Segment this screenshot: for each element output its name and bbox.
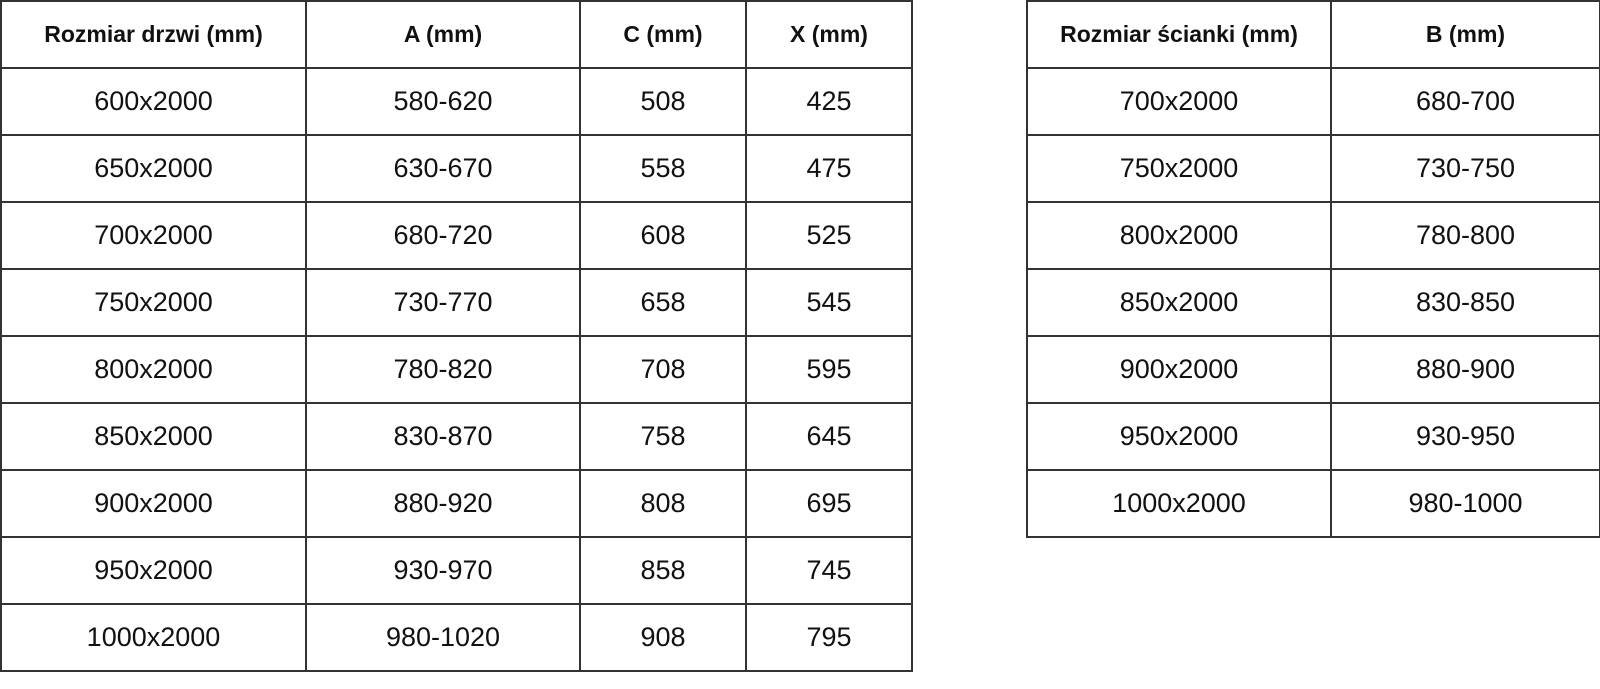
column-header: Rozmiar ścianki (mm) [1026,0,1332,69]
table-cell: 608 [579,201,747,270]
table-cell: 930-950 [1330,402,1600,471]
table-cell: 850x2000 [0,402,307,471]
table-cell: 580-620 [305,67,581,136]
table-cell: 750x2000 [1026,134,1332,203]
table-cell: 695 [745,469,913,538]
table-cell: 658 [579,268,747,337]
table-cell: 880-900 [1330,335,1600,404]
table-cell: 808 [579,469,747,538]
table-cell: 830-850 [1330,268,1600,337]
table-cell: 730-750 [1330,134,1600,203]
table-row: 900x2000 880-920 808 695 [0,469,913,538]
column-header: X (mm) [745,0,913,69]
table-row: 750x2000 730-750 [1026,134,1600,203]
table-cell: 780-800 [1330,201,1600,270]
table-header-row: Rozmiar drzwi (mm) A (mm) C (mm) X (mm) [0,0,913,69]
table-cell: 880-920 [305,469,581,538]
table-cell: 930-970 [305,536,581,605]
table-cell: 750x2000 [0,268,307,337]
table-cell: 475 [745,134,913,203]
table-cell: 650x2000 [0,134,307,203]
table-cell: 595 [745,335,913,404]
table-row: 650x2000 630-670 558 475 [0,134,913,203]
table-cell: 425 [745,67,913,136]
table-cell: 800x2000 [1026,201,1332,270]
table-cell: 1000x2000 [1026,469,1332,538]
column-header: Rozmiar drzwi (mm) [0,0,307,69]
table-cell: 545 [745,268,913,337]
table-cell: 850x2000 [1026,268,1332,337]
table-row: 800x2000 780-820 708 595 [0,335,913,404]
table-cell: 745 [745,536,913,605]
table-cell: 980-1000 [1330,469,1600,538]
table-cell: 700x2000 [0,201,307,270]
table-row: 950x2000 930-950 [1026,402,1600,471]
table-cell: 730-770 [305,268,581,337]
table-cell: 950x2000 [0,536,307,605]
table-row: 700x2000 680-720 608 525 [0,201,913,270]
table-cell: 1000x2000 [0,603,307,672]
wall-size-table: Rozmiar ścianki (mm) B (mm) 700x2000 680-7… [1026,0,1600,538]
table-cell: 780-820 [305,335,581,404]
table-row: 950x2000 930-970 858 745 [0,536,913,605]
table-cell: 708 [579,335,747,404]
door-size-table: Rozmiar drzwi (mm) A (mm) C (mm) X (mm) 600… [0,0,913,672]
table-header-row: Rozmiar ścianki (mm) B (mm) [1026,0,1600,69]
table-cell: 645 [745,402,913,471]
column-header: C (mm) [579,0,747,69]
table-row: 750x2000 730-770 658 545 [0,268,913,337]
table-cell: 795 [745,603,913,672]
table-cell: 680-700 [1330,67,1600,136]
table-cell: 900x2000 [0,469,307,538]
table-cell: 558 [579,134,747,203]
table-row: 700x2000 680-700 [1026,67,1600,136]
table-cell: 700x2000 [1026,67,1332,136]
table-row: 800x2000 780-800 [1026,201,1600,270]
table-row: 600x2000 580-620 508 425 [0,67,913,136]
table-cell: 950x2000 [1026,402,1332,471]
table-cell: 908 [579,603,747,672]
table-cell: 900x2000 [1026,335,1332,404]
table-row: 900x2000 880-900 [1026,335,1600,404]
table-cell: 525 [745,201,913,270]
table-cell: 600x2000 [0,67,307,136]
table-row: 1000x2000 980-1000 [1026,469,1600,538]
table-cell: 858 [579,536,747,605]
table-cell: 630-670 [305,134,581,203]
table-row: 1000x2000 980-1020 908 795 [0,603,913,672]
column-header: B (mm) [1330,0,1600,69]
table-row: 850x2000 830-870 758 645 [0,402,913,471]
table-cell: 508 [579,67,747,136]
table-row: 850x2000 830-850 [1026,268,1600,337]
table-cell: 830-870 [305,402,581,471]
table-cell: 980-1020 [305,603,581,672]
table-cell: 680-720 [305,201,581,270]
table-cell: 758 [579,402,747,471]
column-header: A (mm) [305,0,581,69]
table-cell: 800x2000 [0,335,307,404]
